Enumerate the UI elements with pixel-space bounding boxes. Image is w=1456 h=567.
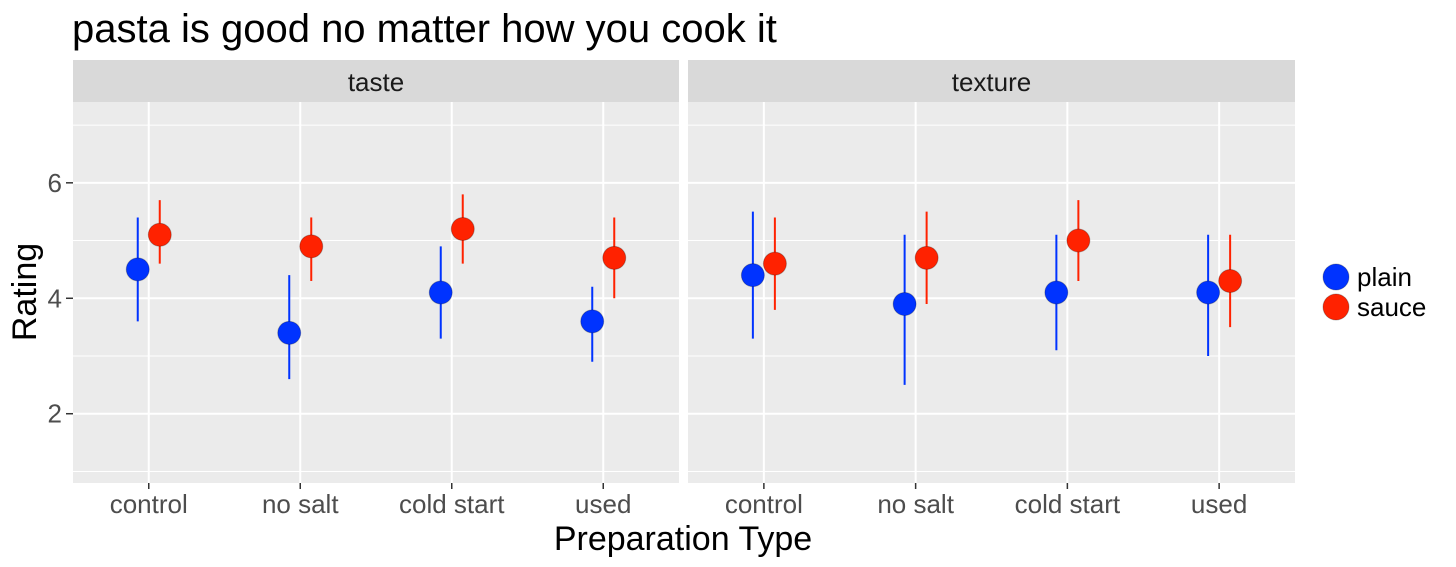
data-point <box>450 217 475 241</box>
facet-panel-0: taste control no salt cold start used <box>73 60 679 519</box>
x-tick-label: used <box>1191 489 1247 519</box>
data-point <box>147 222 172 247</box>
y-tick-label: 4 <box>48 283 62 313</box>
data-point <box>125 257 150 282</box>
legend-label-sauce: sauce <box>1357 292 1426 322</box>
data-point <box>1044 280 1069 305</box>
facet-strip <box>688 60 1295 102</box>
x-axis-label: Preparation Type <box>554 520 812 558</box>
x-tick-label: cold start <box>399 489 505 519</box>
gridlines <box>688 102 1295 483</box>
data-point <box>1218 268 1243 293</box>
series-plain <box>125 217 605 380</box>
y-axis-label: Rating <box>6 243 44 341</box>
facet-strip-label: taste <box>348 67 404 97</box>
x-tick-label: control <box>725 489 803 519</box>
data-point <box>740 263 765 288</box>
legend-key-sauce <box>1322 293 1350 321</box>
x-tick-label: no salt <box>877 489 954 519</box>
legend-label-plain: plain <box>1357 262 1412 292</box>
data-point <box>602 245 627 270</box>
data-point <box>277 320 302 345</box>
data-point <box>892 292 917 317</box>
legend-key-plain <box>1322 263 1350 291</box>
series-sauce <box>762 200 1243 328</box>
x-tick-label: cold start <box>1015 489 1121 519</box>
x-tick-label: no salt <box>262 489 339 519</box>
data-point <box>914 245 939 270</box>
facet-panel-1: texture control no salt cold start used <box>688 60 1295 519</box>
x-tick-label: control <box>110 489 188 519</box>
panel-background <box>73 102 679 483</box>
data-point <box>580 309 605 334</box>
data-point <box>1196 280 1221 305</box>
x-tick-label: used <box>575 489 631 519</box>
data-point <box>299 234 324 259</box>
facet-strip-label: texture <box>952 67 1032 97</box>
series-plain <box>740 211 1221 385</box>
data-point <box>762 251 787 276</box>
panel-background <box>688 102 1295 483</box>
data-point <box>1066 228 1091 253</box>
y-axis: 2 4 6 <box>48 168 73 429</box>
facet-strip <box>73 60 679 102</box>
data-point <box>428 280 453 305</box>
y-tick-label: 2 <box>48 399 62 429</box>
y-tick-label: 6 <box>48 168 62 198</box>
series-sauce <box>147 194 627 299</box>
chart-title: pasta is good no matter how you cook it <box>72 7 777 51</box>
